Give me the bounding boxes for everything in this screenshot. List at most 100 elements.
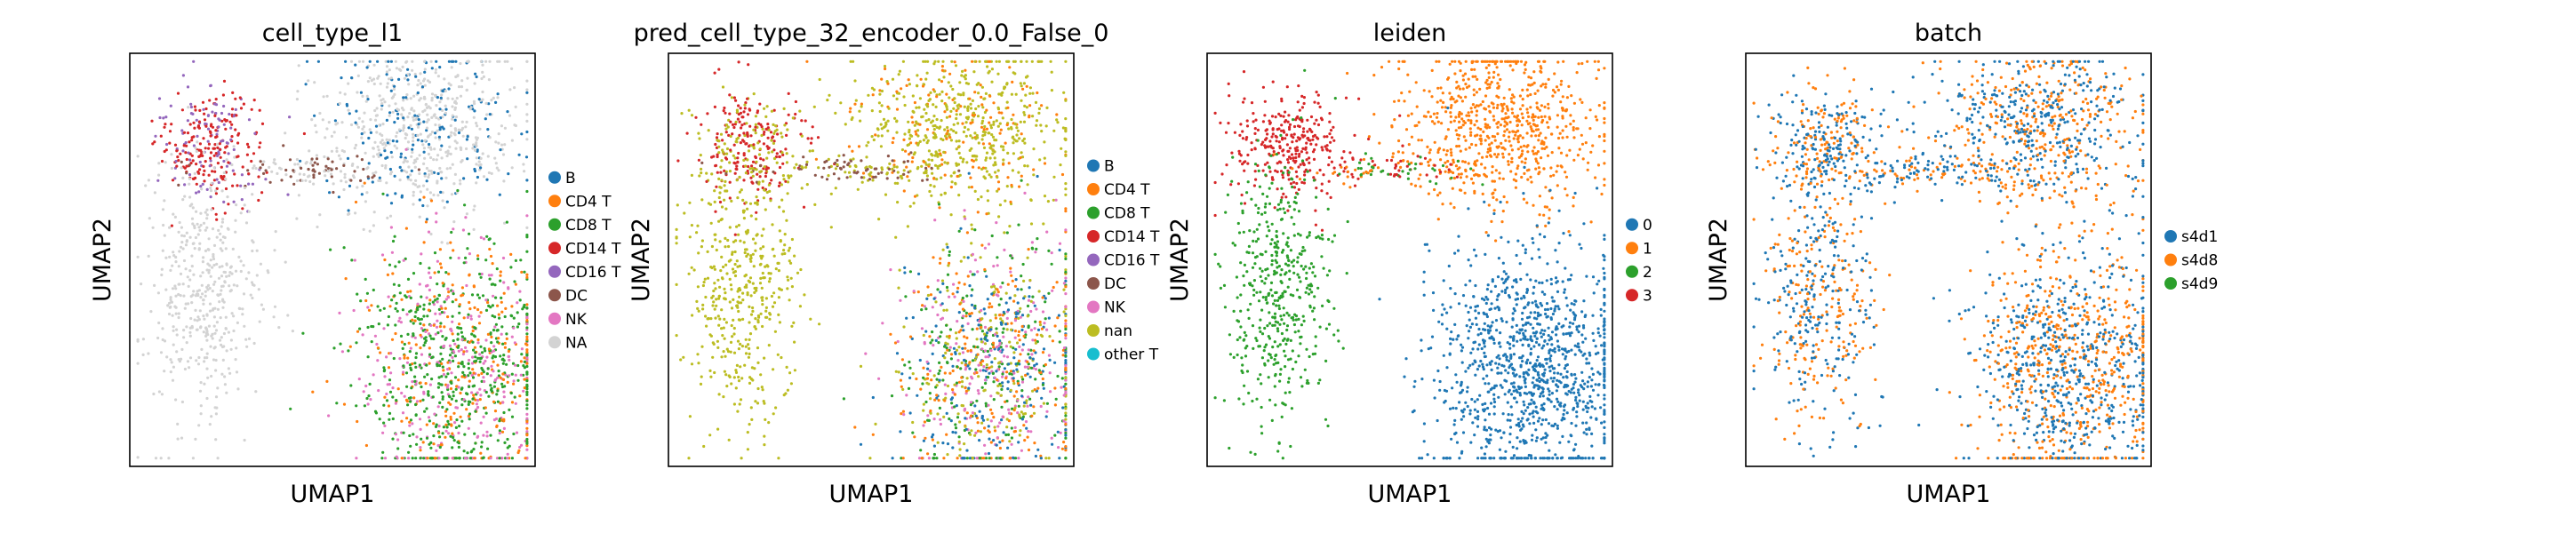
data-point [985,363,988,367]
data-point [718,317,722,321]
data-point [963,105,966,108]
data-point [497,374,501,378]
data-point [416,302,420,306]
data-point [902,169,906,172]
data-point [746,134,749,138]
data-point [194,308,197,312]
data-point [136,362,140,365]
data-point [828,165,831,169]
data-point [412,182,415,186]
data-point [440,310,444,314]
data-point [484,411,488,415]
data-point [210,181,213,185]
data-point [918,358,922,362]
data-point [494,162,498,165]
data-point [952,107,956,110]
data-point [215,321,219,324]
data-point [1064,366,1068,370]
data-point [454,75,458,79]
data-point [389,76,393,80]
data-point [798,305,803,308]
data-point [728,161,732,164]
data-point [425,436,429,440]
data-point [964,134,968,138]
data-point [834,167,838,171]
data-point [733,171,737,175]
data-point [680,112,684,115]
data-point [738,120,741,123]
data-point [849,107,852,110]
data-point [384,163,388,168]
data-point [1029,299,1033,303]
data-point [476,175,480,179]
data-point [914,130,917,133]
data-point [946,245,949,249]
data-point [731,252,734,256]
data-point [453,99,457,103]
data-point [204,211,207,214]
data-point [1007,362,1011,366]
data-point [188,235,192,239]
data-point [736,136,740,139]
data-point [416,133,420,137]
data-point [984,158,988,162]
data-point [475,122,478,125]
data-point [1028,356,1032,360]
data-point [1031,247,1035,251]
data-point [187,284,190,288]
data-point [434,332,437,336]
data-point [728,93,732,97]
data-point [525,387,529,391]
data-point [721,150,725,154]
data-point [425,296,428,299]
data-point [432,303,436,306]
data-point [196,222,199,226]
data-point [214,189,218,193]
data-point [216,457,220,460]
data-point [361,127,364,131]
data-point [441,395,444,399]
data-point [492,96,495,99]
data-point [339,170,343,173]
data-point [936,153,940,156]
data-point [233,155,236,159]
data-point [948,253,951,257]
data-point [464,216,468,219]
data-point [510,166,514,170]
data-point [981,369,985,372]
data-point [487,394,491,398]
data-point [429,232,433,236]
data-point [171,264,174,267]
data-point [412,94,416,98]
data-point [311,163,315,167]
data-point [476,124,479,128]
data-point [163,339,167,343]
data-point [1064,182,1068,186]
data-point [425,120,428,123]
data-point [507,354,510,359]
data-point [409,290,412,293]
data-point [441,357,444,361]
data-point [761,271,764,275]
data-point [1055,113,1059,116]
data-point [476,356,480,360]
data-point [943,399,947,402]
data-point [157,173,161,177]
data-point [1003,231,1006,235]
data-point [376,153,380,156]
data-point [713,105,717,108]
data-point [170,166,173,171]
data-point [284,131,287,135]
data-point [325,379,329,383]
data-point [971,252,974,256]
data-point [908,137,911,140]
data-point [212,179,216,182]
data-point [1012,141,1015,145]
data-point [452,227,455,231]
data-point [326,157,330,161]
data-point [503,341,507,346]
data-point [449,434,452,438]
data-point [220,139,223,143]
data-point [412,115,415,119]
data-point [460,79,464,83]
